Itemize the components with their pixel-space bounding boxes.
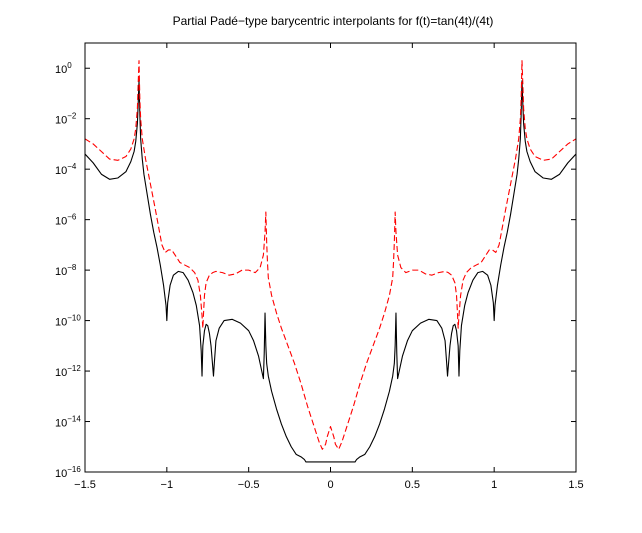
axes: −1.5 −1 −0.5 0 0.5 1 1.5 100 10−2 10−4 10−6 10−8 10−…	[55, 42, 584, 491]
x-tick-label: −0.5	[238, 479, 260, 491]
x-tick-label: 0	[327, 479, 333, 491]
x-tick-label: 0.5	[405, 479, 420, 491]
x-tick-label: 1	[491, 479, 497, 491]
y-tick-label: 10−10	[55, 314, 81, 329]
y-tick-label: 10−12	[55, 364, 81, 379]
series-line-red-dashed	[85, 60, 576, 450]
x-tick-label: 1.5	[568, 479, 583, 491]
plot-area	[85, 60, 576, 463]
y-tick-label: 10−16	[55, 465, 81, 480]
y-tick-label: 10−2	[55, 112, 77, 127]
chart-title: Partial Padé−type barycentric interpolan…	[173, 14, 494, 28]
y-tick-label: 10−8	[55, 263, 77, 278]
series-line-black-solid	[85, 80, 576, 463]
y-tick-label: 100	[55, 61, 72, 76]
x-tick-label: −1	[161, 479, 174, 491]
y-tick-label: 10−4	[55, 162, 77, 177]
y-tick-label: 10−6	[55, 213, 77, 228]
x-tick-label: −1.5	[74, 479, 96, 491]
y-tick-label: 10−14	[55, 415, 81, 430]
